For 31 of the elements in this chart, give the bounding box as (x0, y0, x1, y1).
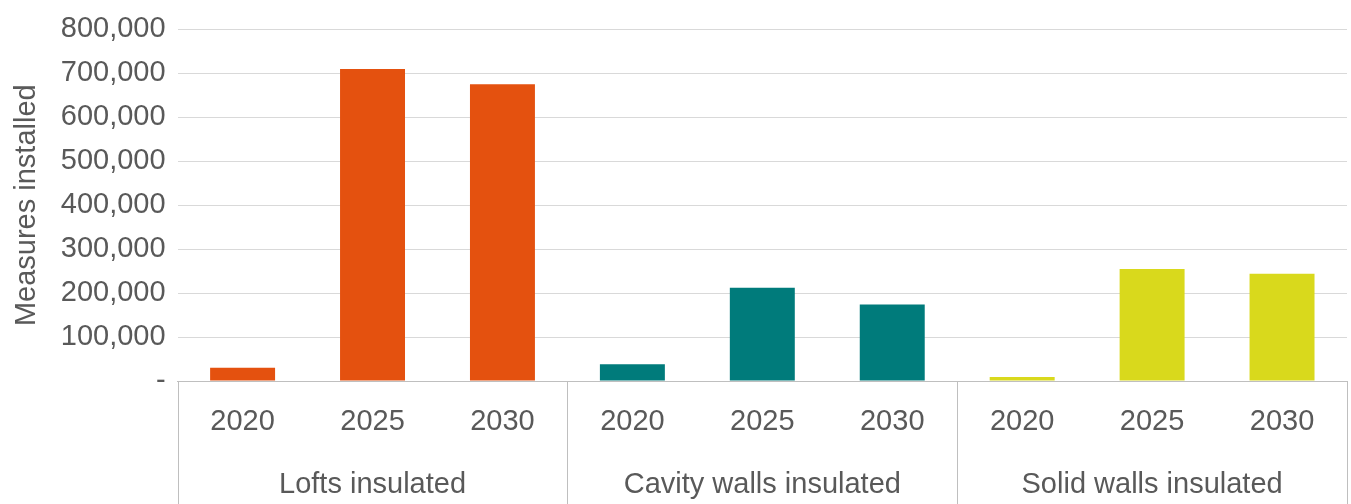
y-tick-label: 500,000 (60, 143, 166, 176)
x-tick-label: 2020 (210, 404, 275, 437)
bar (1249, 273, 1315, 381)
bar (1119, 268, 1185, 381)
bar (599, 364, 665, 381)
x-tick-label: 2030 (470, 404, 535, 437)
text: Lofts insulated (279, 467, 467, 499)
y-tick-label: 200,000 (60, 275, 166, 308)
bar (340, 68, 406, 381)
y-tick-label: - (155, 363, 166, 395)
y-axis-title: Measures installed (9, 84, 42, 327)
y-tick-label: 400,000 (60, 187, 166, 220)
x-tick-label: 2025 (730, 404, 795, 437)
x-tick-label: 2025 (1119, 404, 1185, 437)
bar (210, 367, 276, 381)
x-tick-label: 2020 (600, 404, 665, 437)
text: Solid walls insulated (1021, 467, 1283, 499)
text: Cavity walls insulated (623, 467, 901, 499)
bar (989, 377, 1055, 381)
x-tick-label: 2025 (340, 404, 405, 437)
x-tick-label: 2030 (1249, 404, 1315, 437)
y-tick-label: 100,000 (60, 319, 166, 352)
bar (859, 304, 925, 381)
bar (469, 84, 535, 381)
x-tick-label: 2020 (989, 404, 1055, 437)
y-tick-label: 700,000 (60, 55, 166, 88)
x-tick-label: 2030 (859, 404, 925, 437)
y-tick-label: 300,000 (60, 231, 166, 264)
bar (729, 287, 795, 381)
y-tick-label: 600,000 (60, 99, 166, 132)
y-tick-label: 800,000 (60, 11, 166, 44)
